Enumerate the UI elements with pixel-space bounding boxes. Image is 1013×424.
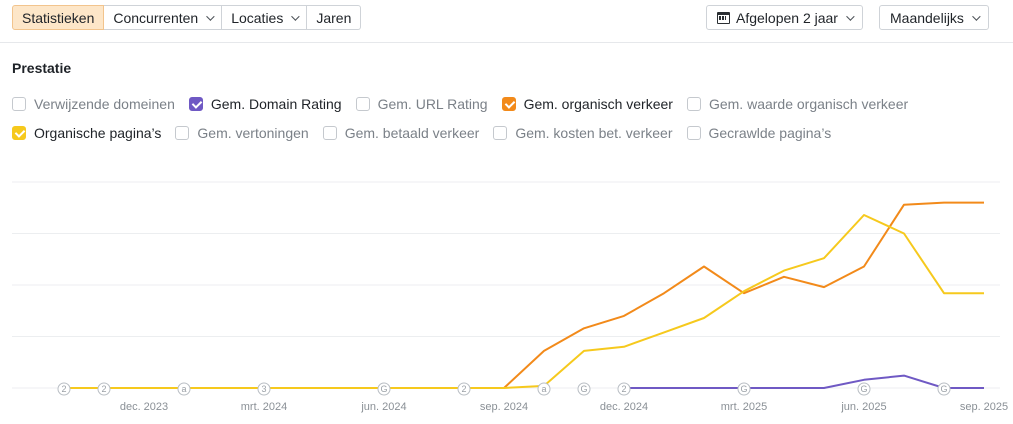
period-dropdown[interactable]: Afgelopen 2 jaar <box>706 5 863 30</box>
series-line <box>64 214 984 389</box>
tab-label: Locaties <box>231 9 284 26</box>
interval-label: Maandelijks <box>890 9 964 26</box>
x-tick-label: jun. 2025 <box>840 401 886 413</box>
annotation-marker-label: G <box>860 384 867 394</box>
metric-label: Gem. organisch verkeer <box>523 96 673 112</box>
tab-label: Statistieken <box>22 9 95 26</box>
x-tick-label: sep. 2025 <box>960 401 1008 413</box>
checkbox-icon[interactable] <box>12 126 26 140</box>
annotation-marker-label: 2 <box>101 384 106 394</box>
x-tick-label: mrt. 2025 <box>721 401 767 413</box>
annotation-marker-label: G <box>740 384 747 394</box>
metric-label: Gem. URL Rating <box>377 96 488 112</box>
tab-concurrenten[interactable]: Concurrenten <box>104 5 223 30</box>
x-tick-label: dec. 2023 <box>120 401 168 413</box>
metric-label: Gem. Domain Rating <box>210 96 342 112</box>
annotation-marker <box>537 382 551 396</box>
interval-dropdown[interactable]: Maandelijks <box>879 5 989 30</box>
metric-checkbox[interactable]: Organische pagina’s <box>12 125 161 141</box>
tab-locaties[interactable]: Locaties <box>222 5 308 30</box>
annotation-marker-label: G <box>380 384 387 394</box>
checkbox-icon[interactable] <box>686 97 701 111</box>
tab-statistieken[interactable]: Statistieken <box>12 5 105 30</box>
metric-label: Gem. vertoningen <box>197 125 309 141</box>
series-line <box>64 201 984 389</box>
metric-checkbox[interactable]: Gem. betaald verkeer <box>322 125 480 141</box>
checkbox-icon[interactable] <box>355 97 370 111</box>
metric-checkbox[interactable]: Gem. waarde organisch verkeer <box>686 96 909 112</box>
metric-checkbox[interactable]: Gem. URL Rating <box>355 96 488 112</box>
chevron-down-icon <box>846 11 855 21</box>
period-label: Afgelopen 2 jaar <box>736 9 838 26</box>
metrics-row-1: Verwijzende domeinen Gem. Domain Rating Ge… <box>12 95 922 113</box>
metric-label: Gecrawlde pagina’s <box>708 125 832 141</box>
annotation-marker <box>857 382 871 396</box>
calendar-icon <box>717 11 730 24</box>
chevron-down-icon <box>206 11 215 21</box>
annotation-marker <box>177 382 191 396</box>
annotation-marker <box>577 382 591 396</box>
metric-checkbox[interactable]: Verwijzende domeinen <box>12 96 175 112</box>
metric-label: Gem. kosten bet. verkeer <box>515 125 673 141</box>
annotation-marker <box>937 382 951 396</box>
metric-label: Gem. betaald verkeer <box>344 125 480 141</box>
checkbox-icon[interactable] <box>501 97 516 111</box>
metric-checkbox[interactable]: Gem. organisch verkeer <box>501 96 673 112</box>
chevron-down-icon <box>972 11 981 21</box>
annotation-marker <box>57 382 71 396</box>
divider <box>0 42 1013 43</box>
checkbox-icon[interactable] <box>188 97 203 111</box>
toolbar: Statistieken Concurrenten Locaties Jaren… <box>12 5 991 30</box>
metric-label: Verwijzende domeinen <box>34 96 175 112</box>
checkbox-icon[interactable] <box>12 97 26 111</box>
x-tick-label: jun. 2024 <box>360 401 406 413</box>
checkbox-icon[interactable] <box>175 126 190 140</box>
series-line <box>624 374 984 389</box>
metric-label: Organische pagina’s <box>34 125 162 141</box>
annotation-marker-label: a <box>541 384 546 394</box>
section-title: Prestatie <box>12 60 72 76</box>
annotation-marker <box>737 382 751 396</box>
annotation-marker <box>97 382 111 396</box>
checkbox-icon[interactable] <box>322 126 337 140</box>
annotation-marker-label: 2 <box>61 384 66 394</box>
metrics-row-2: Organische pagina’s Gem. vertoningen Gem. … <box>12 124 845 142</box>
metric-checkbox[interactable]: Gem. Domain Rating <box>188 96 342 112</box>
performance-chart: dec. 2023 mrt. 2024 jun. 2024 sep. 2024 dec.… <box>12 181 1008 413</box>
checkbox-icon[interactable] <box>686 126 701 140</box>
annotation-marker <box>457 382 471 396</box>
tab-label: Concurrenten <box>113 9 199 26</box>
x-tick-label: sep. 2024 <box>480 401 528 413</box>
tab-label: Jaren <box>316 9 352 26</box>
tab-jaren[interactable]: Jaren <box>307 5 362 30</box>
annotation-marker <box>377 382 391 396</box>
metric-label: Gem. waarde organisch verkeer <box>708 96 909 112</box>
x-tick-label: mrt. 2024 <box>241 401 287 413</box>
metric-checkbox[interactable]: Gem. vertoningen <box>175 125 309 141</box>
annotation-marker-label: 2 <box>621 384 626 394</box>
annotation-marker-label: 2 <box>461 384 466 394</box>
chevron-down-icon <box>291 11 301 21</box>
annotation-marker <box>617 382 631 396</box>
x-tick-label: dec. 2024 <box>600 401 648 413</box>
annotation-marker-label: G <box>580 384 587 394</box>
annotation-marker-label: 3 <box>261 384 266 394</box>
metric-checkbox[interactable]: Gecrawlde pagina’s <box>686 125 832 141</box>
metric-checkbox[interactable]: Gem. kosten bet. verkeer <box>493 125 673 141</box>
annotation-marker-label: a <box>181 384 186 394</box>
view-tabs: Statistieken Concurrenten Locaties Jaren <box>12 5 362 30</box>
annotation-marker-label: G <box>940 384 947 394</box>
checkbox-icon[interactable] <box>493 126 508 140</box>
annotation-marker <box>257 382 271 396</box>
